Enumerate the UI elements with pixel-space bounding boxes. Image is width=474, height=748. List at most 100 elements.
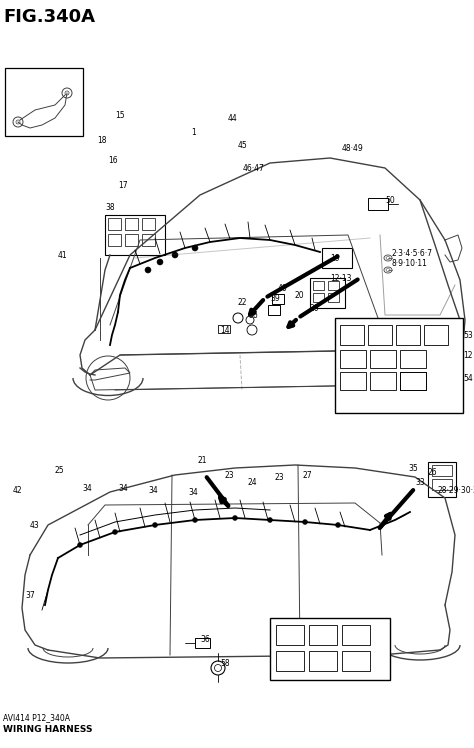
Text: 13: 13	[340, 366, 350, 375]
Text: 42: 42	[13, 485, 23, 494]
Text: FIG.340A: FIG.340A	[3, 8, 95, 26]
Bar	[309, 651, 337, 671]
Text: 38: 38	[105, 203, 115, 212]
Text: 58: 58	[220, 658, 229, 667]
Bar	[322, 248, 352, 268]
Bar	[368, 198, 388, 210]
Bar	[428, 462, 456, 497]
Circle shape	[267, 518, 273, 523]
Bar	[276, 651, 304, 671]
Bar	[370, 350, 396, 368]
Circle shape	[112, 530, 118, 535]
Text: 22: 22	[238, 298, 247, 307]
Bar	[125, 218, 138, 230]
Bar	[342, 625, 370, 645]
Bar	[276, 625, 304, 645]
Text: 39: 39	[270, 293, 280, 302]
Text: 34: 34	[82, 483, 92, 492]
Text: 19: 19	[330, 254, 340, 263]
Bar	[368, 325, 392, 345]
Bar	[218, 325, 230, 333]
Bar	[340, 325, 364, 345]
Text: 27: 27	[303, 470, 313, 479]
Text: 23: 23	[225, 470, 235, 479]
Bar	[342, 651, 370, 671]
Text: 1: 1	[191, 127, 196, 136]
Text: 13: 13	[337, 367, 346, 376]
Bar	[313, 281, 324, 290]
Text: 57: 57	[8, 67, 19, 76]
Bar	[432, 465, 452, 476]
Text: 45: 45	[238, 141, 248, 150]
Circle shape	[153, 523, 157, 527]
Text: 51: 51	[290, 619, 300, 628]
Text: 17: 17	[118, 180, 128, 189]
Text: WIRING HARNESS: WIRING HARNESS	[3, 726, 92, 735]
Bar	[108, 218, 121, 230]
Text: AVI414 P12_340A: AVI414 P12_340A	[3, 714, 70, 723]
Text: 44: 44	[228, 114, 238, 123]
Circle shape	[145, 267, 151, 273]
Text: 52: 52	[290, 643, 300, 652]
Text: 43: 43	[30, 521, 40, 530]
Bar	[396, 325, 420, 345]
Text: 55: 55	[388, 393, 398, 402]
Text: 8·9·10·11: 8·9·10·11	[392, 259, 428, 268]
Text: 14: 14	[220, 325, 229, 334]
Circle shape	[192, 245, 198, 251]
Text: 53: 53	[463, 331, 473, 340]
Bar	[270, 618, 390, 680]
Text: 55: 55	[385, 403, 395, 412]
Text: 26: 26	[428, 468, 438, 476]
Text: 53: 53	[430, 333, 440, 342]
Text: 57: 57	[8, 91, 18, 100]
Text: 54: 54	[463, 373, 473, 382]
Text: 41: 41	[58, 251, 68, 260]
Circle shape	[157, 259, 163, 265]
Circle shape	[336, 523, 340, 527]
Text: 34: 34	[148, 485, 158, 494]
Circle shape	[78, 542, 82, 548]
Bar	[400, 350, 426, 368]
Text: 46·47: 46·47	[243, 164, 265, 173]
Circle shape	[302, 520, 308, 524]
Bar	[105, 215, 165, 255]
Text: 34: 34	[188, 488, 198, 497]
Bar	[400, 372, 426, 390]
Bar	[272, 294, 284, 304]
Text: 25: 25	[55, 465, 64, 474]
Bar	[340, 350, 366, 368]
Bar	[310, 278, 345, 308]
Circle shape	[192, 518, 198, 523]
Bar	[142, 218, 155, 230]
Text: 2·3·4·5·6·7: 2·3·4·5·6·7	[392, 248, 433, 257]
Bar	[400, 372, 426, 390]
Bar	[335, 318, 463, 413]
Circle shape	[172, 252, 178, 258]
Text: 12: 12	[430, 351, 439, 360]
Text: 35: 35	[408, 464, 418, 473]
Bar	[5, 68, 83, 136]
Text: 50: 50	[385, 195, 395, 204]
Text: 21: 21	[198, 456, 208, 465]
Text: 12: 12	[463, 351, 473, 360]
Text: 40: 40	[278, 283, 288, 292]
Text: 18: 18	[97, 135, 107, 144]
Text: 20: 20	[310, 304, 319, 313]
Text: 54: 54	[430, 370, 440, 379]
Bar	[328, 293, 339, 302]
Bar	[309, 625, 337, 645]
Text: 28·29·30·31·32: 28·29·30·31·32	[438, 485, 474, 494]
Text: 15: 15	[115, 111, 125, 120]
Bar	[340, 372, 366, 390]
Text: 24: 24	[248, 477, 258, 486]
Text: 20: 20	[295, 290, 305, 299]
Bar	[268, 305, 280, 315]
Text: 56: 56	[248, 310, 258, 319]
Bar	[432, 479, 452, 490]
Text: 36: 36	[200, 636, 210, 645]
Text: 37: 37	[25, 590, 35, 599]
Bar	[313, 293, 324, 302]
Bar	[328, 281, 339, 290]
Text: 16: 16	[108, 156, 118, 165]
